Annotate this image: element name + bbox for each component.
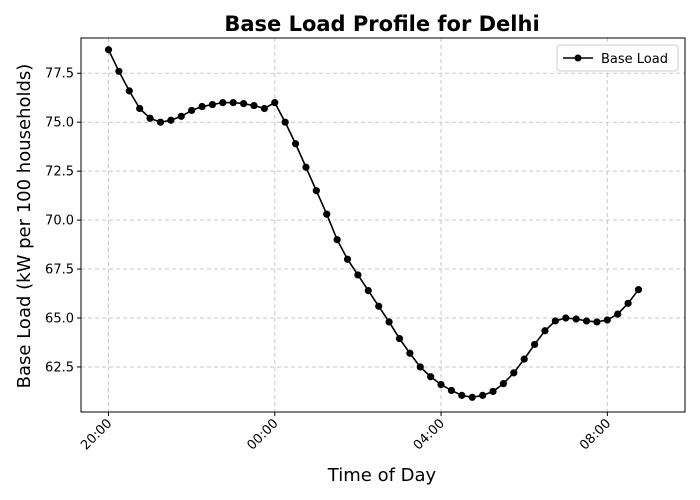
data-point: [281, 118, 289, 126]
data-point: [520, 355, 528, 363]
data-point: [416, 363, 424, 371]
data-point: [302, 163, 310, 171]
y-tick-label: 62.5: [45, 360, 74, 375]
y-tick-label: 75.0: [45, 116, 74, 131]
data-point: [240, 100, 248, 108]
data-point: [323, 210, 331, 218]
y-tick-label: 70.0: [45, 214, 74, 229]
data-point: [468, 393, 476, 401]
plot-frame: [80, 37, 686, 413]
data-point: [271, 99, 279, 107]
series-line: [107, 49, 640, 399]
data-point: [333, 236, 341, 244]
chart-title: Base Load Profile for Delhi: [224, 12, 539, 36]
data-point: [395, 334, 404, 343]
data-point: [177, 112, 185, 120]
data-point: [343, 255, 352, 263]
legend-marker: [574, 54, 582, 62]
legend-box: [556, 44, 679, 72]
x-tick-label: 00:00: [245, 416, 282, 453]
data-point: [104, 46, 113, 54]
data-point: [229, 99, 237, 107]
data-point: [198, 102, 206, 111]
data-point: [375, 302, 383, 310]
data-point: [136, 104, 144, 113]
data-point: [510, 369, 518, 377]
data-point: [188, 106, 196, 115]
data-point: [634, 286, 643, 294]
data-point: [125, 87, 133, 95]
data-point: [541, 327, 549, 335]
data-point: [219, 99, 227, 107]
x-tick-label: 08:00: [577, 416, 614, 453]
data-point: [427, 373, 435, 381]
y-tick-label: 72.5: [45, 165, 74, 180]
data-point: [593, 318, 601, 326]
data-point: [312, 187, 320, 195]
data-point: [603, 316, 611, 324]
data-point: [614, 310, 622, 318]
data-point: [364, 287, 372, 295]
data-point: [437, 380, 445, 389]
data-point: [406, 349, 414, 357]
data-point: [354, 271, 362, 279]
data-point: [624, 299, 632, 307]
data-point: [115, 67, 123, 75]
data-point: [385, 318, 393, 326]
data-point: [156, 118, 165, 126]
legend-label: Base Load: [601, 52, 668, 67]
data-point: [146, 114, 154, 122]
y-tick-label: 67.5: [45, 263, 74, 278]
data-point: [499, 380, 507, 388]
grid: [81, 38, 685, 412]
data-point: [208, 100, 217, 109]
data-point: [260, 104, 268, 113]
data-point: [458, 391, 466, 399]
axis-ticks: 62.5 65.0 67.5 70.0 72.5 75.0 77.5 20:00 00:00 04…: [45, 67, 614, 454]
data-point: [582, 317, 591, 325]
y-tick-label: 65.0: [45, 312, 74, 327]
data-point: [479, 391, 487, 399]
data-point: [250, 101, 258, 110]
data-point: [572, 315, 580, 323]
y-tick-label: 77.5: [45, 67, 74, 82]
x-tick-label: 04:00: [411, 416, 448, 453]
data-point: [530, 340, 539, 349]
series-base-load: [104, 46, 643, 401]
data-point: [562, 314, 570, 322]
x-tick-label: 20:00: [78, 416, 115, 453]
data-point: [291, 140, 300, 148]
legend: Base Load: [556, 44, 679, 72]
data-point: [167, 116, 175, 124]
data-point: [489, 387, 497, 396]
x-axis-label: Time of Day: [327, 465, 437, 486]
data-point: [447, 386, 456, 395]
data-point: [551, 317, 559, 325]
y-axis-label: Base Load (kW per 100 households): [14, 64, 35, 389]
